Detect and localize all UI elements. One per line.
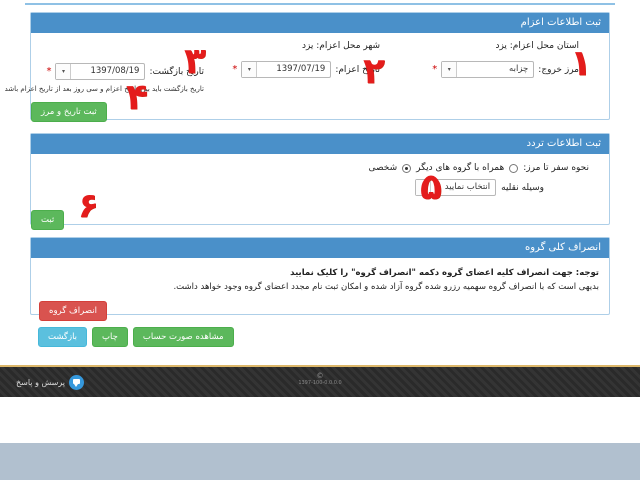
annotation-step-5: ۵ [420,167,442,208]
required-mark: * [232,63,238,75]
province-label: استان محل اعزام: یزد [495,41,579,51]
dispatch-date-label: تاریخ اعزام: [335,64,381,75]
footer: پرسش و پاسخ © 1397-100-0.0.0.0 [0,365,640,397]
view-invoice-button[interactable]: مشاهده صورت حساب [132,327,234,347]
chat-bubble-icon [69,375,85,390]
save-date-border-button[interactable]: ثبت تاریخ و مرز [31,102,107,122]
city-label: شهر محل اعزام: یزد [301,41,381,51]
footer-copyright: © 1397-100-0.0.0.0 [298,372,341,387]
copyright-icon: © [316,372,324,380]
print-button[interactable]: چاپ [92,327,128,347]
cancel-notice-text: بدیهی است که با انصراف گروه سهمیه رزرو ش… [173,282,599,292]
vehicle-select-value: انتخاب نمایید [444,182,491,192]
back-button[interactable]: بازگشت [38,327,88,347]
qa-link[interactable]: پرسش و پاسخ [16,375,85,390]
return-date-picker[interactable]: 1397/08/19 ▾ [55,63,146,80]
cancel-panel-title: انصراف کلی گروه [31,238,609,258]
action-bar: مشاهده صورت حساب چاپ بازگشت [0,327,640,347]
dispatch-panel: ثبت اطلاعات اعزام استان محل اعزام: یزد م… [4,12,610,122]
traffic-panel: ثبت اطلاعات تردد نحوه سفر تا مرز: همراه … [30,133,610,230]
travel-mode-label: نحوه سفر تا مرز: [523,163,589,173]
page-top-divider [25,3,615,5]
chevron-down-icon: ▾ [442,62,458,77]
dispatch-date-value: 1397/07/19 [276,64,326,74]
return-date-help: تاریخ بازگشت باید بین تاریخ اعزام و سی ر… [4,85,204,93]
chevron-down-icon: ▾ [56,64,72,79]
required-mark: * [432,63,438,75]
footer-version: 1397-100-0.0.0.0 [298,380,342,386]
cancel-notice-bold: توجه: جهت انصراف کلیه اعضای گروه دکمه "ا… [290,268,599,278]
cancel-panel: انصراف کلی گروه توجه: جهت انصراف کلیه اع… [30,237,610,321]
dispatch-date-picker[interactable]: 1397/07/19 ▾ [241,61,332,78]
radio-checked-icon[interactable] [402,163,412,173]
dispatch-panel-title: ثبت اطلاعات اعزام [31,13,609,33]
traffic-panel-title: ثبت اطلاعات تردد [31,134,609,154]
option-personal-label[interactable]: شخصی [368,163,398,173]
radio-unchecked-icon[interactable] [509,163,519,173]
annotation-step-3: ۳ [184,41,206,82]
exit-border-label: مرز خروج: [538,64,579,75]
qa-label: پرسش و پاسخ [16,378,66,387]
required-mark: * [46,65,52,77]
chevron-down-icon: ▾ [416,180,432,195]
exit-border-select[interactable]: چزابه ▾ [441,61,535,78]
annotation-step-2: ۲ [363,51,385,92]
cancel-group-button[interactable]: انصراف گروه [39,301,107,321]
annotation-step-1: ۱ [570,43,592,84]
traffic-submit-button[interactable]: ثبت [31,210,65,230]
vehicle-label: وسیله نقلیه [501,182,544,193]
exit-border-value: چزابه [509,64,529,74]
return-date-label: تاریخ بازگشت: [149,66,204,77]
return-date-value: 1397/08/19 [90,66,140,76]
annotation-step-6: ۶ [78,186,99,226]
vehicle-select[interactable]: انتخاب نمایید ▾ [415,179,497,196]
annotation-step-4: ۴ [126,77,148,118]
bottom-band [0,443,640,480]
chevron-down-icon: ▾ [242,62,258,77]
option-with-groups-label[interactable]: همراه با گروه های دیگر [416,163,505,173]
